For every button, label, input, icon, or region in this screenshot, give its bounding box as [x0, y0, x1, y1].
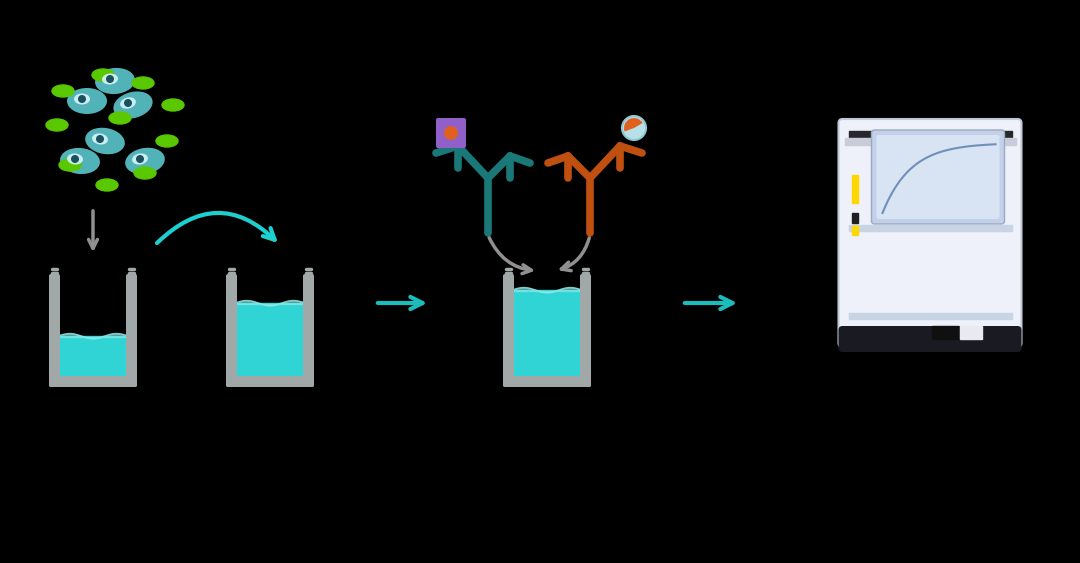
FancyBboxPatch shape — [580, 274, 591, 387]
Circle shape — [106, 75, 114, 83]
Ellipse shape — [95, 68, 135, 94]
Bar — [849, 313, 1012, 319]
FancyArrowPatch shape — [562, 238, 590, 271]
Ellipse shape — [113, 91, 152, 119]
Circle shape — [444, 126, 458, 140]
Ellipse shape — [92, 133, 108, 145]
FancyBboxPatch shape — [503, 376, 591, 387]
Ellipse shape — [67, 88, 107, 114]
FancyBboxPatch shape — [877, 135, 999, 219]
Bar — [960, 326, 982, 339]
FancyBboxPatch shape — [49, 376, 137, 387]
Bar — [932, 326, 958, 339]
FancyBboxPatch shape — [872, 130, 1004, 224]
Wedge shape — [624, 118, 643, 131]
Ellipse shape — [96, 179, 118, 191]
Bar — [851, 226, 858, 235]
Circle shape — [78, 95, 86, 103]
FancyBboxPatch shape — [838, 326, 1022, 352]
FancyBboxPatch shape — [126, 274, 137, 387]
Ellipse shape — [60, 148, 100, 174]
Ellipse shape — [132, 153, 148, 164]
Ellipse shape — [162, 99, 184, 111]
FancyBboxPatch shape — [226, 274, 237, 387]
Ellipse shape — [132, 77, 154, 89]
FancyBboxPatch shape — [838, 119, 1022, 347]
Ellipse shape — [75, 93, 90, 105]
FancyBboxPatch shape — [226, 376, 314, 387]
FancyBboxPatch shape — [436, 118, 465, 148]
FancyBboxPatch shape — [49, 274, 60, 387]
Bar — [849, 131, 1012, 139]
Ellipse shape — [125, 148, 165, 175]
Ellipse shape — [92, 69, 114, 81]
Ellipse shape — [109, 112, 131, 124]
FancyBboxPatch shape — [303, 274, 314, 387]
FancyArrowPatch shape — [157, 213, 274, 243]
Bar — [512, 290, 582, 378]
Ellipse shape — [156, 135, 178, 147]
Bar — [58, 336, 129, 378]
Bar — [235, 303, 305, 378]
Circle shape — [96, 135, 104, 143]
Circle shape — [124, 99, 132, 107]
Bar — [849, 225, 1012, 231]
Ellipse shape — [102, 74, 118, 84]
Ellipse shape — [59, 159, 81, 171]
FancyBboxPatch shape — [503, 274, 514, 387]
Ellipse shape — [120, 97, 136, 109]
Bar — [851, 175, 858, 203]
Bar — [851, 213, 858, 223]
Ellipse shape — [67, 154, 83, 164]
Ellipse shape — [52, 85, 75, 97]
Ellipse shape — [85, 128, 125, 154]
FancyArrowPatch shape — [489, 238, 531, 274]
Circle shape — [136, 155, 144, 163]
Ellipse shape — [134, 167, 156, 179]
Ellipse shape — [46, 119, 68, 131]
Circle shape — [71, 155, 79, 163]
Circle shape — [622, 116, 646, 140]
Bar — [845, 138, 1015, 145]
